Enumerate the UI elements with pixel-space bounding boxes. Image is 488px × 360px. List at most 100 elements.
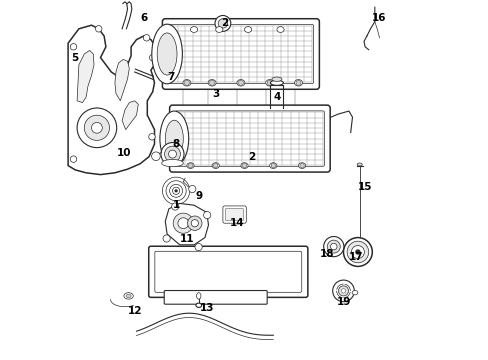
Ellipse shape	[165, 120, 183, 157]
Text: 9: 9	[196, 191, 203, 201]
Circle shape	[95, 26, 102, 32]
Ellipse shape	[196, 293, 201, 299]
Ellipse shape	[212, 163, 219, 168]
Circle shape	[209, 80, 214, 85]
Circle shape	[299, 163, 304, 168]
Ellipse shape	[271, 77, 282, 81]
Circle shape	[332, 280, 354, 302]
Circle shape	[164, 146, 180, 162]
Circle shape	[266, 80, 272, 85]
Circle shape	[326, 240, 340, 253]
Circle shape	[346, 241, 368, 263]
Ellipse shape	[186, 163, 194, 168]
Circle shape	[70, 156, 77, 162]
Circle shape	[77, 108, 117, 148]
Text: 17: 17	[348, 252, 363, 262]
Circle shape	[171, 203, 179, 210]
FancyBboxPatch shape	[164, 291, 266, 304]
Circle shape	[338, 286, 348, 296]
Ellipse shape	[241, 163, 247, 168]
Circle shape	[343, 238, 371, 266]
Text: 12: 12	[127, 306, 142, 316]
Text: 6: 6	[140, 13, 147, 23]
Circle shape	[213, 163, 218, 168]
Ellipse shape	[215, 27, 223, 32]
Circle shape	[188, 163, 192, 168]
Text: 4: 4	[273, 92, 280, 102]
FancyBboxPatch shape	[169, 105, 329, 172]
Ellipse shape	[265, 80, 273, 86]
Ellipse shape	[208, 80, 216, 86]
Circle shape	[84, 115, 109, 140]
Text: 10: 10	[117, 148, 131, 158]
Ellipse shape	[151, 24, 182, 84]
Text: 2: 2	[247, 152, 255, 162]
Polygon shape	[68, 25, 156, 175]
Circle shape	[151, 152, 160, 161]
Ellipse shape	[294, 80, 302, 86]
Text: 15: 15	[357, 182, 371, 192]
Polygon shape	[122, 101, 138, 130]
Text: 14: 14	[229, 218, 244, 228]
FancyBboxPatch shape	[223, 206, 246, 223]
Ellipse shape	[269, 163, 276, 168]
Bar	[177, 112, 322, 165]
Circle shape	[330, 243, 336, 250]
Ellipse shape	[183, 80, 190, 86]
Text: 7: 7	[167, 72, 174, 82]
Circle shape	[341, 289, 345, 293]
Ellipse shape	[276, 27, 284, 32]
Circle shape	[178, 218, 188, 229]
Text: 13: 13	[199, 303, 214, 313]
Text: 18: 18	[319, 249, 334, 259]
Ellipse shape	[351, 291, 357, 295]
Circle shape	[218, 19, 227, 28]
FancyBboxPatch shape	[225, 208, 243, 221]
Ellipse shape	[196, 303, 201, 307]
Circle shape	[184, 80, 189, 85]
Circle shape	[168, 150, 176, 158]
Ellipse shape	[237, 80, 244, 86]
Ellipse shape	[190, 27, 197, 32]
FancyBboxPatch shape	[148, 246, 307, 297]
Circle shape	[270, 163, 275, 168]
Polygon shape	[115, 59, 129, 101]
Text: 5: 5	[71, 53, 78, 63]
Ellipse shape	[298, 163, 305, 168]
Circle shape	[242, 163, 246, 168]
Text: 1: 1	[172, 200, 180, 210]
Ellipse shape	[126, 294, 131, 298]
Circle shape	[70, 44, 77, 50]
Ellipse shape	[356, 163, 362, 166]
Text: 8: 8	[172, 139, 180, 149]
Circle shape	[91, 122, 102, 133]
Ellipse shape	[123, 293, 133, 299]
Circle shape	[295, 80, 301, 85]
Circle shape	[323, 237, 343, 257]
FancyBboxPatch shape	[162, 19, 319, 89]
Circle shape	[148, 134, 155, 140]
Circle shape	[187, 216, 202, 230]
Text: 11: 11	[179, 234, 194, 244]
Ellipse shape	[157, 33, 177, 75]
Polygon shape	[165, 203, 208, 245]
Ellipse shape	[160, 111, 188, 166]
Text: 19: 19	[336, 297, 350, 307]
Polygon shape	[77, 50, 94, 103]
Circle shape	[143, 35, 149, 41]
Circle shape	[215, 15, 230, 31]
Circle shape	[203, 211, 210, 219]
Bar	[169, 26, 311, 82]
Circle shape	[174, 189, 177, 192]
Text: 2: 2	[221, 18, 228, 28]
Circle shape	[163, 235, 170, 242]
Circle shape	[191, 220, 198, 227]
Circle shape	[173, 213, 193, 233]
Ellipse shape	[244, 27, 251, 32]
Ellipse shape	[270, 80, 283, 85]
Circle shape	[188, 185, 196, 193]
Text: 16: 16	[371, 13, 386, 23]
Circle shape	[195, 243, 202, 251]
Circle shape	[149, 54, 156, 61]
Text: 3: 3	[212, 89, 219, 99]
